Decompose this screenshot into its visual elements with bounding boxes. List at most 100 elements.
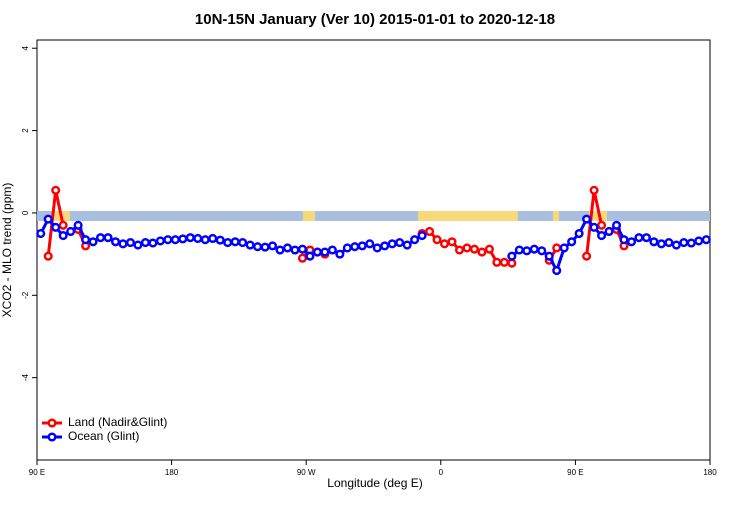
data-point [597,231,607,241]
data-point [499,257,509,267]
data-point [163,235,173,245]
data-point [155,236,165,246]
data-point [589,185,599,195]
data-point [597,220,607,230]
data-point [253,242,263,252]
data-point [297,244,308,254]
data-point [342,243,352,253]
data-point [425,226,435,237]
data-point [140,238,150,248]
data-point [275,245,285,255]
data-point [656,239,666,249]
data-point [148,238,158,248]
data-point [664,238,674,248]
x-axis-label: Longitude (deg E) [327,476,422,490]
data-point [133,240,143,250]
data-point [88,237,98,247]
data-point [552,266,562,276]
data-point [604,226,614,237]
data-point [178,234,188,244]
y-axis-label: XCO2 - MLO trend (ppm) [0,183,14,318]
data-point [537,246,547,256]
legend-label: Land (Nadir&Glint) [68,415,167,429]
data-point [559,243,569,253]
data-point [679,238,689,248]
data-point [634,233,644,243]
data-point [335,249,345,259]
legend-marker [47,418,57,428]
data-point [290,245,300,255]
data-point [380,241,390,251]
data-point [51,185,61,195]
y-tick-label: -4 [21,374,30,382]
data-point [238,238,248,248]
data-point [357,241,367,251]
data-point [447,237,457,247]
y-tick-label: -2 [21,291,30,299]
data-point [96,233,106,243]
data-point [230,237,240,247]
data-point [327,245,337,255]
data-point [320,247,330,257]
data-point [36,228,46,239]
data-point [552,243,562,253]
x-tick-label: 180 [165,468,179,477]
data-point [439,239,450,249]
data-point [701,235,711,245]
chart-title: 10N-15N January (Ver 10) 2015-01-01 to 2… [195,11,555,28]
data-point [66,226,76,237]
data-point [282,243,293,253]
data-point [694,236,704,246]
data-point [649,237,659,247]
data-point [492,257,502,267]
data-point [110,237,121,247]
data-point [507,251,517,261]
data-point [43,251,53,261]
data-point [432,235,442,245]
data-point [529,244,539,254]
data-point [671,240,681,250]
data-point [58,231,68,241]
data-point [350,242,360,252]
y-tick-label: 0 [21,210,30,215]
data-point [208,233,218,244]
data-point [522,246,532,256]
data-point [245,240,255,250]
data-point [73,220,83,230]
data-point [619,235,629,245]
x-tick-label: 0 [439,468,444,477]
data-point [118,239,128,249]
data-point [170,235,180,245]
data-point [574,228,584,239]
data-point [507,258,517,268]
data-point [365,239,375,249]
data-point [260,242,270,252]
data-point [297,253,308,263]
data-point [410,235,420,245]
y-tick-label: 4 [21,45,30,50]
data-point [43,214,53,224]
data-point [641,233,651,243]
data-point [58,220,68,230]
data-point [454,245,465,255]
data-point [514,245,524,255]
data-point [484,244,494,254]
data-point [193,233,203,244]
data-point [387,239,397,249]
data-point [372,243,382,253]
data-point [477,247,487,257]
data-point [185,233,195,243]
data-point [200,235,210,245]
data-point [223,238,233,248]
legend-marker [47,432,57,442]
data-point [305,251,315,261]
data-point [395,238,405,248]
data-point [402,240,412,250]
data-point [215,235,225,245]
data-point [417,231,427,241]
data-point [125,238,136,248]
data-point [51,222,61,232]
plot-frame [36,39,711,461]
data-point [462,243,472,253]
